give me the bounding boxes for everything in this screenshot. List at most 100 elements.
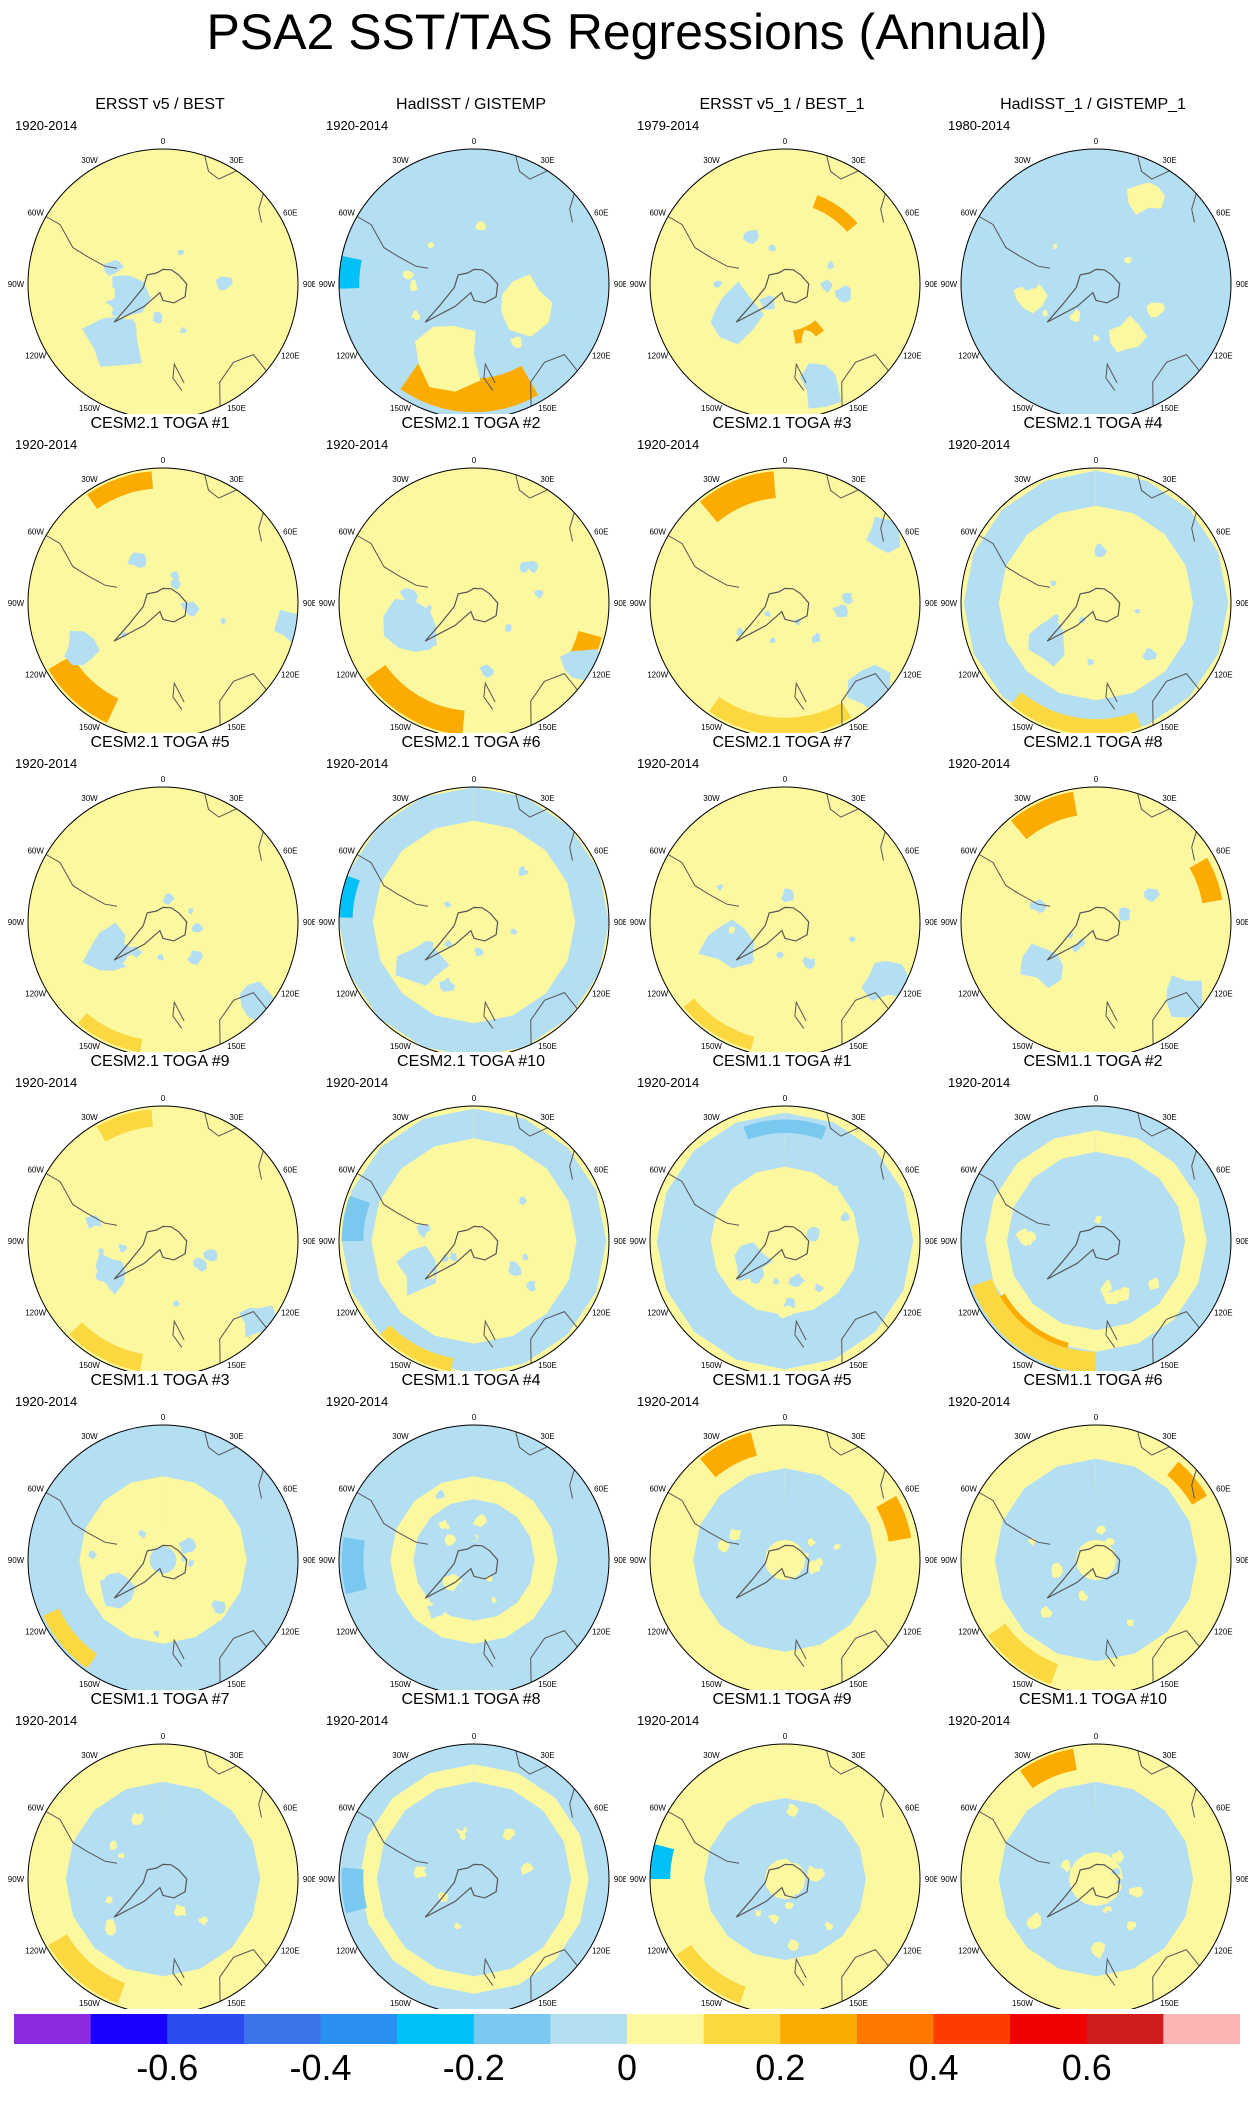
field-speckle (416, 1223, 431, 1239)
longitude-label: 120E (281, 671, 300, 680)
longitude-label: 60E (594, 528, 608, 537)
longitude-label: 60W (338, 528, 355, 537)
colorbar-swatch (90, 2014, 168, 2044)
panel-title: CESM1.1 TOGA #6 (1023, 1372, 1163, 1389)
panel-title: CESM1.1 TOGA #4 (401, 1372, 541, 1389)
coastline (826, 1750, 859, 1775)
field-patch (100, 1572, 136, 1609)
field-speckle (534, 590, 544, 599)
field-speckle (769, 309, 779, 319)
field-speckle (808, 1560, 822, 1575)
longitude-label: 0 (783, 456, 788, 465)
panel-title: CESM1.1 TOGA #1 (712, 1053, 852, 1070)
longitude-label: 60W (27, 209, 44, 218)
field-speckle (1040, 1605, 1053, 1618)
field-speckle (1022, 277, 1039, 291)
longitude-label: 120W (336, 1309, 357, 1318)
longitude-label: 90W (630, 918, 647, 927)
field-speckle (1100, 1932, 1109, 1944)
longitude-label: 90E (1236, 599, 1248, 608)
map-border (27, 1105, 299, 1371)
coastline (880, 1150, 886, 1180)
longitude-label: 150W (390, 1680, 411, 1689)
longitude-label: 150E (849, 1361, 868, 1370)
map-border (960, 148, 1232, 414)
longitude-label: 0 (1094, 1732, 1099, 1741)
coastline (569, 831, 575, 861)
panel-period: 1920-2014 (326, 1713, 389, 1728)
coastline (204, 1431, 237, 1456)
page-title: PSA2 SST/TAS Regressions (Annual) (206, 4, 1048, 60)
field-speckle (734, 1886, 750, 1900)
longitude-label: 30E (851, 1113, 865, 1122)
panel-title: HadISST / GISTEMP (396, 96, 546, 113)
field-speckle (1142, 648, 1157, 661)
panel-period: 1920-2014 (948, 1713, 1011, 1728)
field-speckle (426, 1601, 446, 1620)
field-patch (95, 1252, 126, 1295)
longitude-label: 150W (701, 1680, 722, 1689)
polar-map: 030E60E90E120E150E180150W120W90W60W30W (630, 775, 937, 1052)
longitude-label: 150E (849, 1680, 868, 1689)
longitude-label: 60E (1216, 209, 1230, 218)
colorbar-swatch (473, 2014, 551, 2044)
longitude-label: 30E (229, 1113, 243, 1122)
longitude-label: 90E (303, 1237, 315, 1246)
field-band (876, 1495, 912, 1542)
longitude-label: 120E (1214, 352, 1233, 361)
longitude-label: 150E (227, 1999, 246, 2008)
field-background (339, 1744, 609, 2009)
coastline (794, 1638, 807, 1667)
colorbar-tick-label: 0.6 (1061, 2047, 1112, 2088)
panel-title: CESM1.1 TOGA #7 (90, 1691, 230, 1708)
coastline (667, 1492, 740, 1545)
field-speckle (767, 1914, 780, 1925)
longitude-label: 90E (614, 918, 626, 927)
coastline (826, 1112, 859, 1137)
coastline (1152, 1630, 1200, 1683)
longitude-label: 90E (925, 1237, 937, 1246)
field-speckle (820, 279, 833, 293)
longitude-label: 30W (703, 1432, 720, 1441)
longitude-label: 60E (594, 1166, 608, 1175)
field-speckle (173, 1904, 186, 1917)
polar-map: 030E60E90E120E150E180150W120W90W60W30W (319, 775, 626, 1052)
longitude-label: 30W (81, 794, 98, 803)
field-speckle (825, 313, 835, 322)
longitude-label: 30E (229, 475, 243, 484)
longitude-label: 120W (647, 1947, 668, 1956)
longitude-label: 60E (1216, 1804, 1230, 1813)
field-speckle (95, 936, 107, 948)
longitude-label: 150W (390, 1999, 411, 2008)
field-speckle (470, 1533, 477, 1542)
map-panel: CESM1.1 TOGA #5 1920-2014 0 30E 60E 90E 120E 15… (627, 1372, 937, 1690)
coastline (483, 1000, 496, 1029)
longitude-label: 30W (392, 1432, 409, 1441)
coastline (356, 1811, 429, 1864)
field-speckle (433, 1547, 446, 1556)
field-speckle (196, 1225, 211, 1241)
longitude-label: 0 (472, 137, 477, 146)
longitude-label: 120E (592, 990, 611, 999)
polar-map: 030E60E90E120E150E180150W120W90W60W30W (630, 137, 937, 414)
field-speckle (502, 1828, 516, 1841)
map-border (338, 148, 610, 414)
field-speckle (449, 1252, 458, 1262)
coastline (45, 535, 118, 588)
field-speckle (1093, 334, 1100, 342)
longitude-label: 150W (79, 723, 100, 732)
antarctica-coastline (113, 1225, 188, 1280)
colorbar-swatch (14, 2014, 91, 2044)
longitude-label: 90W (941, 1556, 958, 1565)
longitude-label: 150W (1012, 1042, 1033, 1051)
coastline (530, 992, 578, 1045)
field-speckle (1150, 1848, 1155, 1855)
longitude-label: 30W (81, 1432, 98, 1441)
longitude-label: 120E (1214, 671, 1233, 680)
coastline (667, 216, 740, 269)
field-background (650, 1425, 920, 1690)
coastline (1137, 155, 1170, 180)
field-speckle (749, 1266, 765, 1285)
coastline (667, 535, 740, 588)
field-speckle (438, 250, 446, 255)
